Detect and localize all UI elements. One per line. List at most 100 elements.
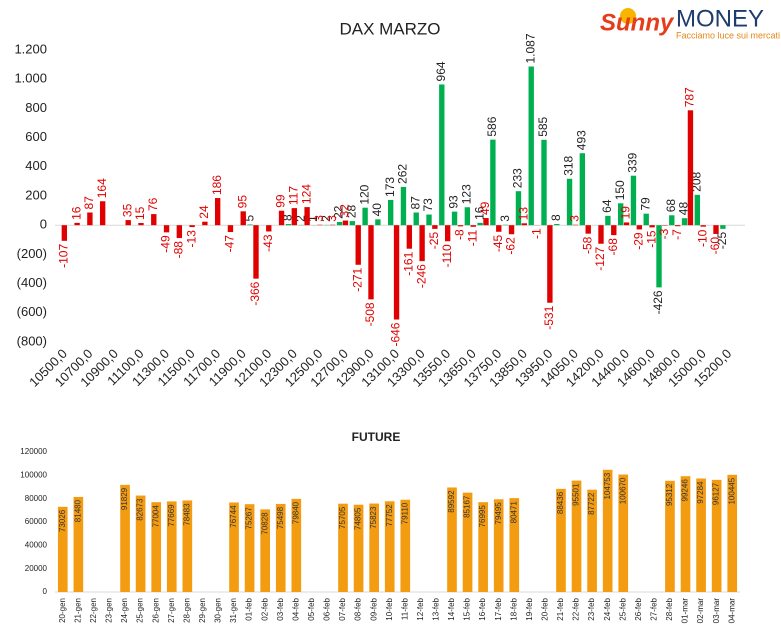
data-label: 76744 [229, 505, 238, 528]
data-label: -271 [350, 267, 364, 291]
bar [285, 224, 292, 226]
bar [462, 492, 473, 592]
x-tick-label: 03-mar [712, 598, 721, 624]
bar [515, 191, 522, 226]
data-label: 79 [638, 197, 652, 211]
data-label: 73 [421, 198, 435, 212]
data-label: 96127 [712, 482, 721, 505]
bar [426, 214, 432, 226]
bar [444, 225, 451, 242]
data-label: -47 [223, 235, 237, 253]
logo-sun [620, 8, 636, 24]
bar [665, 480, 675, 592]
bar [202, 221, 208, 226]
bar [138, 223, 144, 226]
data-label: 150 [613, 180, 627, 200]
data-label: -45 [491, 234, 505, 252]
bar [643, 213, 649, 226]
data-label: -246 [414, 264, 428, 288]
x-tick-label: 16-feb [478, 597, 487, 620]
y-tick-label: 200 [25, 187, 47, 202]
bar [696, 478, 706, 592]
bar [355, 225, 361, 265]
data-label: -161 [401, 251, 415, 275]
x-tick-label: 07-feb [338, 597, 347, 620]
data-label: 339 [626, 152, 640, 172]
data-label: -11 [465, 229, 479, 246]
data-label: -110 [440, 244, 454, 267]
y-tick-label: 1.200 [14, 41, 47, 56]
bar [587, 489, 597, 592]
bar [400, 186, 407, 226]
bar [400, 499, 411, 592]
bar [61, 225, 68, 241]
bar [720, 225, 726, 229]
bar [278, 210, 285, 226]
data-label: 75267 [245, 507, 254, 530]
bar [566, 178, 573, 226]
x-tick-label: 06-feb [323, 597, 332, 620]
bar [490, 139, 496, 226]
x-tick-label: 23-feb [587, 597, 596, 620]
data-label: 104753 [603, 472, 612, 499]
data-label: -58 [580, 236, 594, 254]
x-tick-label: 04-mar [727, 598, 736, 624]
bar [630, 175, 637, 226]
bar [393, 225, 400, 320]
data-label: 3 [325, 215, 339, 222]
data-label: -8 [453, 229, 467, 240]
logo-tagline: Facciamo luce sui mercati [676, 30, 780, 40]
x-tick-label: 26-gen [151, 598, 160, 623]
data-label: 87 [82, 196, 96, 210]
data-label: 76 [146, 197, 160, 211]
data-label: 186 [210, 175, 224, 195]
bar [163, 225, 170, 233]
x-tick-label: 13-feb [432, 597, 441, 620]
data-label: 68 [664, 199, 678, 213]
data-label: 787 [683, 87, 697, 107]
x-tick-label: 24-gen [120, 598, 129, 623]
bar [669, 215, 675, 226]
x-tick-label: 01-mar [681, 598, 690, 624]
x-tick-label: 17-feb [494, 597, 503, 620]
logo-brand: Sunny [600, 9, 675, 36]
bar [304, 207, 310, 226]
x-tick-label: 02-mar [696, 598, 705, 624]
data-label: 100670 [618, 477, 627, 504]
data-label: 120 [357, 184, 371, 204]
data-label: 964 [434, 61, 448, 81]
x-tick-label: 27-gen [167, 598, 176, 623]
data-label: 77004 [151, 505, 160, 528]
bar [598, 225, 604, 244]
x-tick-label: 05-feb [307, 597, 316, 620]
x-tick-label: 29-gen [198, 598, 207, 623]
bar [687, 110, 694, 226]
bar [166, 501, 177, 592]
bar [457, 225, 464, 227]
data-label: 91829 [120, 487, 129, 510]
bar [413, 212, 419, 226]
data-label: -127 [593, 246, 607, 270]
data-label: 19 [619, 206, 633, 220]
data-label: -68 [606, 238, 620, 256]
data-label: -366 [248, 281, 262, 305]
bar [681, 218, 688, 226]
bar [419, 225, 425, 262]
data-label: 8 [281, 214, 295, 221]
data-label: 75823 [369, 506, 378, 529]
data-label: 3 [498, 215, 512, 222]
data-label: 74805 [354, 507, 363, 530]
bar [253, 225, 259, 279]
y-tick-label: 20000 [25, 564, 48, 573]
y-tick-label: 80000 [25, 494, 48, 503]
bar [528, 66, 534, 226]
bar [120, 484, 130, 592]
y-tick-label: (800) [17, 333, 47, 348]
bar [554, 224, 560, 226]
bar [617, 203, 624, 226]
data-label: 2 [319, 215, 333, 222]
bar [694, 194, 701, 226]
bar [605, 215, 611, 226]
bar [470, 225, 476, 227]
bar [656, 225, 662, 288]
